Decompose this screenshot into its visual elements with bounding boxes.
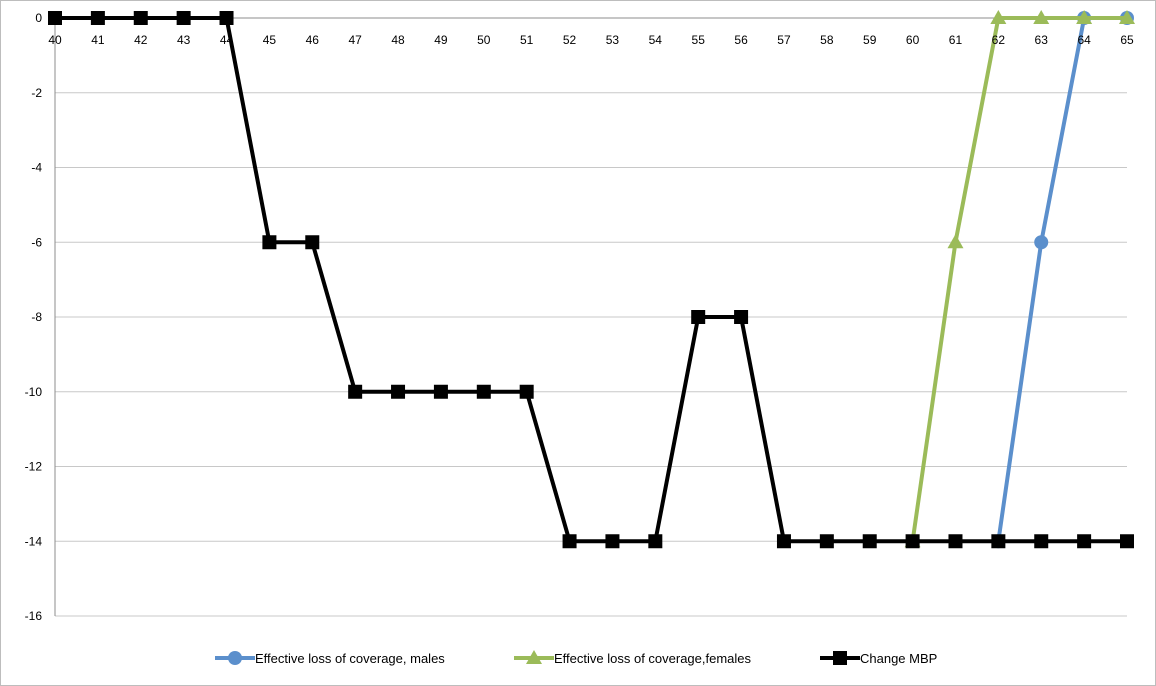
data-point [991,534,1006,549]
data-point [262,235,277,250]
data-point [691,310,706,324]
x-tick-label: 40 [48,33,62,47]
x-tick-label: 47 [348,33,362,47]
x-tick-label: 41 [91,33,105,47]
y-tick-label: -10 [25,385,43,399]
legend-label: Effective loss of coverage,females [554,651,752,666]
legend: Effective loss of coverage, males Effecti… [215,650,937,666]
legend-label: Change MBP [860,651,937,666]
x-tick-label: 45 [263,33,277,47]
data-point [862,534,877,549]
data-point [562,534,577,549]
series-line [55,16,1127,544]
data-point [947,234,964,249]
data-point [348,384,363,399]
legend-label: Effective loss of coverage, males [255,651,445,666]
series-2 [48,11,1134,549]
data-point [948,534,963,549]
data-point [1033,10,1050,24]
data-point [776,534,791,549]
data-point [1034,235,1049,250]
series-layer [48,10,1135,549]
x-tick-label: 52 [563,33,577,47]
data-point [1034,534,1049,549]
x-tick-label: 48 [391,33,405,47]
x-tick-label: 57 [777,33,791,47]
x-tick-label: 58 [820,33,834,47]
legend-marker [526,650,542,664]
x-tick-label: 42 [134,33,148,47]
data-point [1119,10,1135,24]
data-point [605,534,620,549]
y-tick-labels: 0 -2 -4 -6 -8 -10 -12 -14 -16 [25,11,43,623]
data-point [133,11,148,25]
data-point [1077,534,1092,549]
axes [54,17,1127,616]
x-tick-label: 53 [606,33,620,47]
x-tick-label: 60 [906,33,920,47]
y-tick-label: -12 [25,460,43,474]
y-tick-label: -6 [31,235,42,249]
legend-item: Effective loss of coverage, males [215,651,445,666]
x-tick-label: 49 [434,33,448,47]
data-point [219,11,234,25]
x-tick-label: 63 [1035,33,1049,47]
data-point [48,11,62,25]
data-point [176,11,191,25]
x-tick-label: 59 [863,33,877,47]
x-tick-label: 65 [1120,33,1134,47]
data-point [476,384,491,399]
x-tick-label: 55 [692,33,706,47]
x-tick-label: 51 [520,33,534,47]
data-point [905,534,920,549]
data-point [519,384,534,399]
data-point [433,384,448,399]
data-point [648,534,663,549]
y-tick-label: -14 [25,534,43,548]
data-point [391,384,406,399]
y-tick-label: -2 [31,86,42,100]
x-tick-label: 44 [220,33,234,47]
legend-item: Change MBP [820,651,937,666]
data-point [990,10,1007,24]
series-line [910,16,1127,542]
x-tick-label: 56 [734,33,748,47]
y-tick-label: -4 [31,161,42,175]
legend-item: Effective loss of coverage,females [514,650,752,666]
data-point [90,11,105,25]
x-tick-label: 61 [949,33,963,47]
x-tick-label: 43 [177,33,191,47]
x-tick-label: 62 [992,33,1006,47]
x-tick-label: 54 [649,33,663,47]
data-point [819,534,834,549]
data-point [1120,534,1134,549]
y-tick-label: 0 [35,11,42,25]
data-point [1076,10,1093,24]
data-point [305,235,320,250]
x-tick-label: 46 [306,33,320,47]
y-tick-label: -8 [31,310,42,324]
x-tick-label: 50 [477,33,491,47]
x-tick-label: 64 [1077,33,1091,47]
data-point [734,310,749,324]
x-tick-labels: 40 41 42 43 44 45 46 47 48 49 50 51 52 53 54 55 56 57 58 59… [48,33,1134,47]
y-tick-label: -16 [25,609,43,623]
legend-marker [833,651,847,665]
legend-marker [228,651,242,665]
